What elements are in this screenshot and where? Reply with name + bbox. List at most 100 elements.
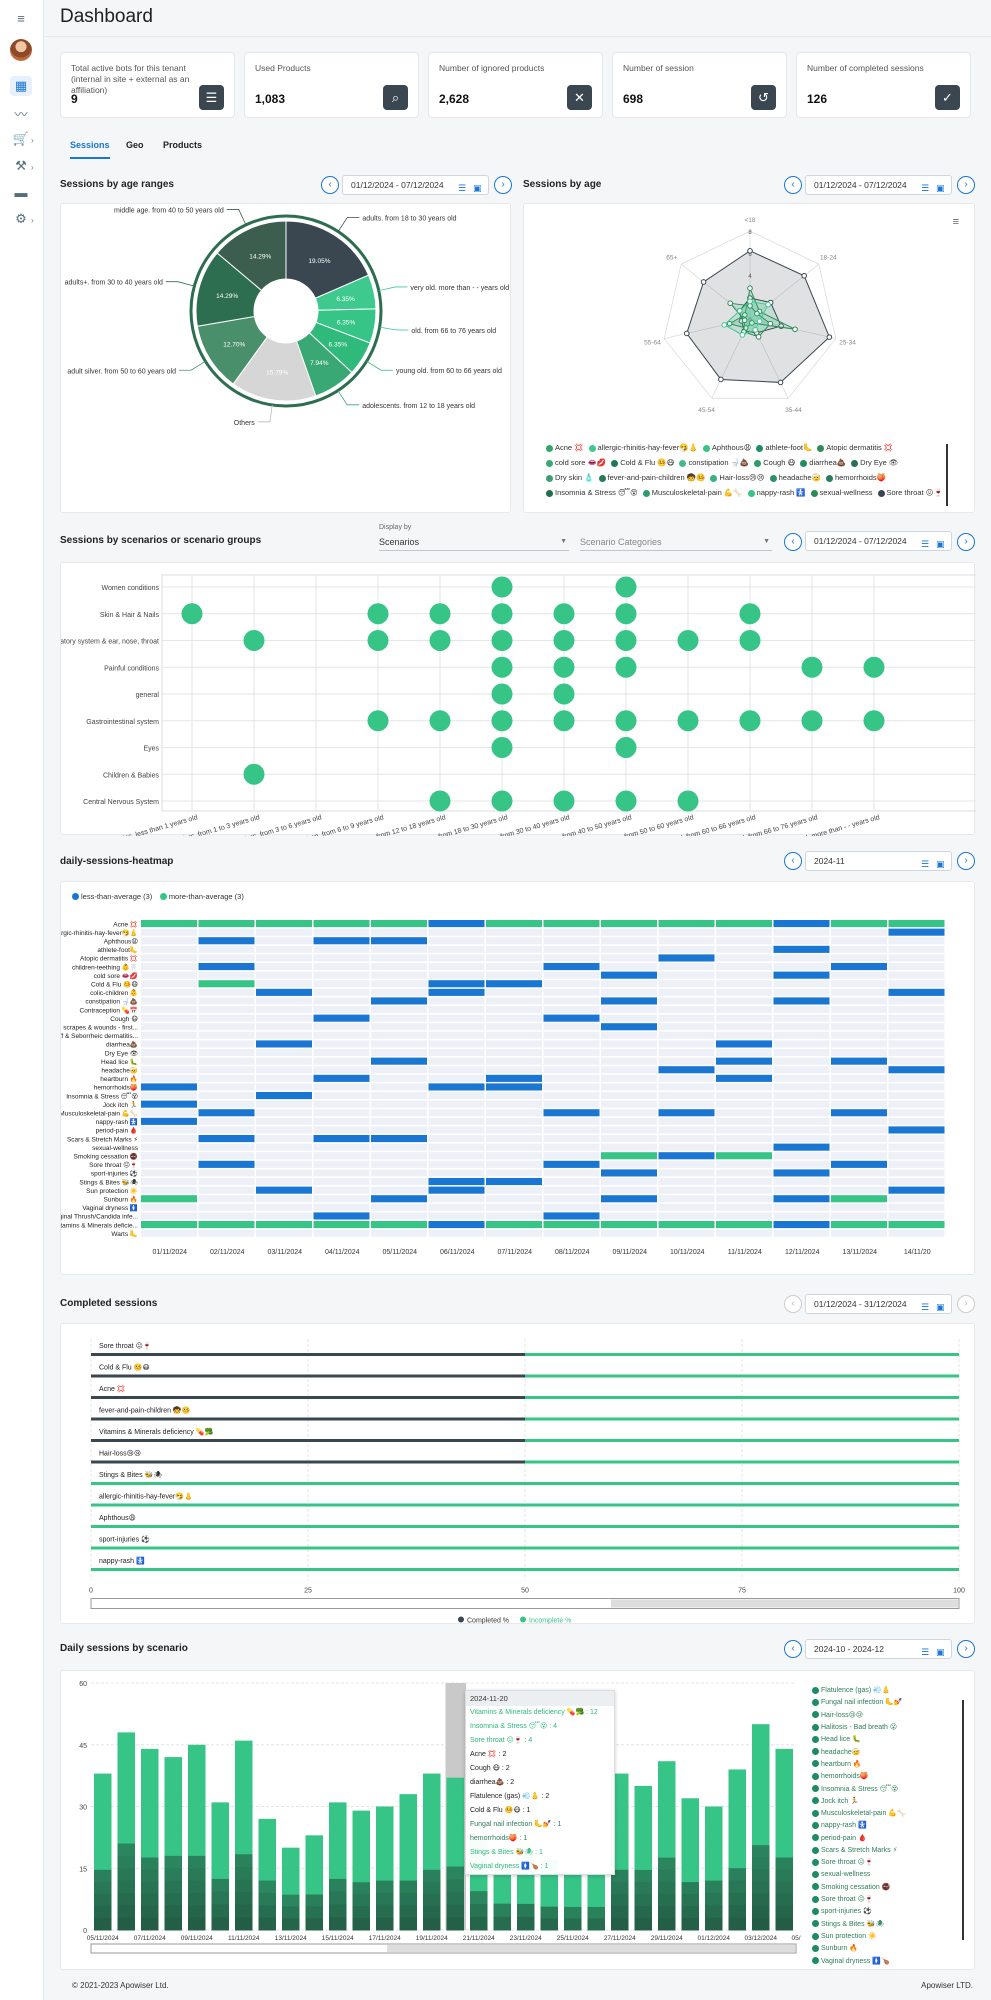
legend-item[interactable]: more-than-average (3) bbox=[159, 892, 244, 901]
heatmap-cell bbox=[831, 1195, 887, 1203]
legend-item[interactable]: Insomnia & Stress 😴😵 bbox=[546, 487, 638, 499]
legend-item[interactable]: Sore throat 😖🍷 bbox=[812, 1856, 962, 1868]
legend-item[interactable]: Stings & Bites 🐝🕷 bbox=[812, 1918, 962, 1930]
bar-segment bbox=[352, 1834, 370, 1847]
avatar[interactable] bbox=[10, 39, 32, 61]
legend-item[interactable]: period-pain 🩸 bbox=[812, 1832, 962, 1844]
date-range-picker[interactable]: 2024-10 - 2024-12 ☰ ▣ bbox=[805, 1639, 952, 1659]
bar-segment bbox=[117, 1769, 135, 1783]
prev-button[interactable]: ‹ bbox=[321, 176, 339, 194]
legend-item[interactable]: Sunburn 🔥 bbox=[812, 1942, 962, 1954]
legend-item[interactable]: nappy-rash 🚼 bbox=[747, 487, 806, 499]
menu-icon[interactable]: ≡ bbox=[17, 10, 25, 26]
legend-item[interactable]: diarrhea💩 bbox=[800, 457, 846, 469]
heatmap-cell bbox=[371, 1160, 427, 1168]
date-range-picker[interactable]: 01/12/2024 - 31/12/2024 ☰ ▣ bbox=[805, 1294, 952, 1314]
cart-icon[interactable]: 🛒 bbox=[12, 131, 30, 146]
next-button[interactable]: › bbox=[957, 533, 975, 551]
heatmap-cell bbox=[773, 1006, 830, 1014]
legend-item[interactable]: Insomnia & Stress 😴😵 bbox=[812, 1782, 962, 1794]
date-range-picker[interactable]: 01/12/2024 - 07/12/2024 ☰ ▣ bbox=[342, 175, 489, 195]
legend-item[interactable]: Head lice 🐛 bbox=[812, 1733, 962, 1745]
bot-icon[interactable]: ▬ bbox=[14, 184, 28, 200]
legend-item[interactable]: sexual-wellness bbox=[810, 487, 873, 499]
legend-item[interactable]: Cold & Flu 🤒😷 bbox=[611, 457, 674, 469]
legend-item[interactable]: Musculoskeletal-pain 💪🦴 bbox=[642, 487, 743, 499]
legend-item[interactable]: Musculoskeletal-pain 💪🦴 bbox=[812, 1807, 962, 1819]
chevron-right-icon[interactable]: › bbox=[31, 216, 34, 225]
legend-item[interactable]: Scars & Stretch Marks ⚡ bbox=[812, 1844, 962, 1856]
tab-geo[interactable]: Geo bbox=[126, 140, 144, 150]
legend-item[interactable]: less-than-average (3) bbox=[72, 892, 152, 901]
legend-item[interactable]: fever-and-pain-children 🧒🤒 bbox=[598, 472, 705, 484]
legend-item[interactable]: cold sore 👄💋 bbox=[546, 457, 606, 469]
next-button[interactable]: › bbox=[957, 852, 975, 870]
dashboard-icon[interactable]: ▦ bbox=[10, 76, 32, 96]
heatmap-cell bbox=[716, 963, 772, 971]
legend-item[interactable]: nappy-rash 🚼 bbox=[812, 1819, 962, 1831]
daily-bar bbox=[681, 1798, 699, 1931]
prev-button[interactable]: ‹ bbox=[784, 1295, 802, 1313]
display-by-select[interactable]: Scenarios ▼ bbox=[379, 533, 569, 551]
legend-scrollbar[interactable] bbox=[962, 1700, 964, 1940]
chart-menu-icon[interactable]: ≡ bbox=[952, 216, 959, 228]
legend-item[interactable]: Hair-loss😢😢 bbox=[710, 472, 765, 484]
legend-item[interactable]: Acne 💢 bbox=[546, 442, 584, 454]
prev-button[interactable]: ‹ bbox=[784, 1640, 802, 1658]
legend-item[interactable]: athlete-foot🦶 bbox=[756, 442, 812, 454]
legend-item[interactable]: Sun protection ☀️ bbox=[812, 1930, 962, 1942]
tools-icon[interactable]: ⚒ bbox=[15, 158, 27, 173]
next-button[interactable]: › bbox=[957, 1640, 975, 1658]
legend-item[interactable]: Dry Eye 👁 bbox=[851, 457, 898, 469]
legend-item[interactable]: allergic-rhinitis-hay-fever🤧👃 bbox=[588, 442, 698, 454]
chevron-right-icon[interactable]: › bbox=[31, 163, 34, 172]
next-button[interactable]: › bbox=[494, 176, 512, 194]
chevron-right-icon[interactable]: › bbox=[31, 136, 34, 145]
legend-item[interactable]: Sore throat 😖🍷 bbox=[877, 487, 943, 499]
legend-item[interactable]: Sore throat 😖🍷 bbox=[812, 1893, 962, 1905]
legend-item[interactable]: Halitosis - Bad breath 😮 bbox=[812, 1721, 962, 1733]
bar-segment bbox=[141, 1917, 159, 1931]
scenario-categories-select[interactable]: Scenario Categories ▼ bbox=[580, 533, 772, 551]
legend-item[interactable]: Fungal nail infection 🦶💅 bbox=[812, 1696, 962, 1708]
legend-item[interactable]: sexual-wellness bbox=[812, 1868, 962, 1880]
legend-item[interactable]: sport-injuries ⚽ bbox=[812, 1905, 962, 1917]
legend-item[interactable]: hemorrhoids🍑 bbox=[825, 472, 886, 484]
bar-segment bbox=[117, 1818, 135, 1832]
legend-item[interactable]: Atopic dermatitis 💢 bbox=[817, 442, 893, 454]
legend-item[interactable]: Cough 😷 bbox=[754, 457, 795, 469]
month-picker[interactable]: 2024-11 ☰ ▣ bbox=[805, 851, 952, 871]
prev-button[interactable]: ‹ bbox=[784, 533, 802, 551]
legend-item[interactable]: heartburn 🔥 bbox=[812, 1758, 962, 1770]
legend-item[interactable]: Jock itch 🏃 bbox=[812, 1795, 962, 1807]
next-button[interactable]: › bbox=[957, 1295, 975, 1313]
heatmap-cell bbox=[773, 945, 830, 953]
next-button[interactable]: › bbox=[957, 176, 975, 194]
heatmap-cell bbox=[198, 1100, 255, 1108]
legend-item[interactable]: hemorrhoids🍑 bbox=[812, 1770, 962, 1782]
legend-item[interactable]: headache🤕 bbox=[769, 472, 821, 484]
date-range-picker[interactable]: 01/12/2024 - 07/12/2024 ☰ ▣ bbox=[805, 531, 952, 551]
legend-item[interactable]: Vaginal dryness 🚺🍗 bbox=[812, 1955, 962, 1967]
heatmap-cell bbox=[371, 1221, 427, 1229]
gear-icon[interactable]: ⚙ bbox=[15, 211, 27, 226]
stat-label: Number of ignored products bbox=[439, 63, 545, 73]
bubble-point bbox=[553, 630, 575, 651]
bar-segment bbox=[94, 1797, 112, 1811]
legend-item[interactable]: Dry skin 🧴 bbox=[546, 472, 594, 484]
trending-icon[interactable]: 〰 bbox=[14, 106, 28, 122]
legend-item[interactable]: Hair-loss😢😢 bbox=[812, 1709, 962, 1721]
legend-item[interactable]: headache🤕 bbox=[812, 1745, 962, 1757]
tab-sessions[interactable]: Sessions bbox=[70, 137, 110, 159]
bar-segment bbox=[188, 1843, 206, 1857]
date-range-picker[interactable]: 01/12/2024 - 07/12/2024 ☰ ▣ bbox=[805, 175, 952, 195]
legend-item[interactable]: Smoking cessation 🚭 bbox=[812, 1881, 962, 1893]
tab-products[interactable]: Products bbox=[163, 140, 203, 150]
legend-scrollbar[interactable] bbox=[946, 444, 948, 506]
heatmap-cell bbox=[141, 945, 197, 953]
prev-button[interactable]: ‹ bbox=[784, 176, 802, 194]
legend-item[interactable]: Aphthous😩 bbox=[702, 442, 751, 454]
legend-item[interactable]: Flatulence (gas) 💨👃 bbox=[812, 1684, 962, 1696]
legend-item[interactable]: constipation 🚽💩 bbox=[679, 457, 749, 469]
prev-button[interactable]: ‹ bbox=[784, 852, 802, 870]
